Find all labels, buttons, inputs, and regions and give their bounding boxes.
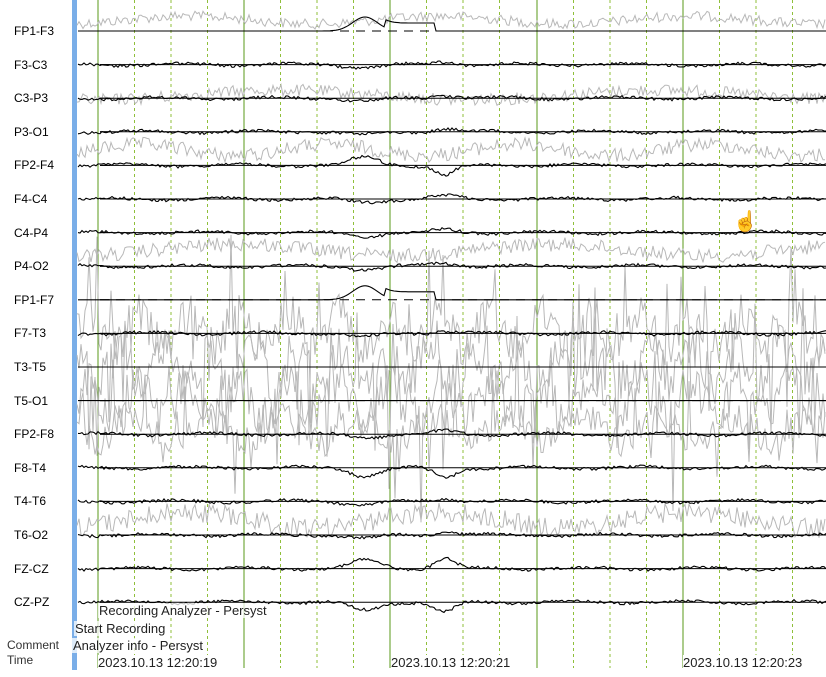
channel-label[interactable]: T6-O2	[14, 528, 49, 542]
overlay-trace	[76, 237, 826, 264]
eeg-trace	[77, 193, 826, 205]
eeg-trace	[77, 261, 826, 272]
comment-row-label: Comment	[7, 638, 60, 652]
channel-label[interactable]: FP2-F4	[14, 158, 55, 173]
overlay-trace	[76, 357, 826, 499]
channel-label[interactable]: C3-P3	[14, 91, 49, 106]
timestamp-label: 2023.10.13 12:20:19	[98, 655, 218, 670]
channel-label[interactable]: FZ-CZ	[14, 561, 49, 576]
channel-label[interactable]: F4-C4	[14, 192, 48, 206]
timestamp-label: 2023.10.13 12:20:21	[391, 655, 511, 670]
overlay-trace	[76, 502, 826, 538]
eeg-trace	[77, 94, 826, 103]
overlay-trace	[76, 82, 826, 107]
channel-label[interactable]: T4-T6	[14, 494, 47, 509]
channel-label[interactable]: F8-T4	[14, 460, 47, 475]
eeg-trace	[77, 60, 826, 70]
overlay-trace	[76, 315, 826, 523]
channel-label[interactable]: F7-T3	[14, 326, 47, 341]
overlay-trace	[76, 136, 825, 164]
timestamp-label: 2023.10.13 12:20:23	[683, 655, 803, 670]
channel-label[interactable]: T3-T5	[14, 360, 47, 374]
channel-label[interactable]: FP1-F3	[14, 24, 55, 38]
channel-label[interactable]: P3-O1	[14, 124, 49, 139]
channel-label[interactable]: CZ-PZ	[14, 595, 50, 610]
time-row-label: Time	[7, 653, 34, 667]
eeg-trace	[77, 226, 826, 239]
eeg-trace	[77, 598, 826, 614]
eeg-trace	[77, 556, 826, 572]
eeg-trace	[78, 285, 826, 301]
overlay-trace	[76, 234, 826, 435]
eeg-trace	[77, 330, 826, 338]
channel-label[interactable]: P4-O2	[14, 259, 49, 274]
eeg-trace	[77, 154, 826, 177]
eeg-trace	[77, 127, 826, 136]
eeg-trace	[77, 428, 826, 440]
eeg-trace	[77, 497, 826, 507]
channel-label[interactable]: T5-O1	[14, 393, 49, 408]
hand-pointer-icon: ☝	[733, 211, 758, 233]
channel-label[interactable]: C4-P4	[14, 225, 49, 240]
eeg-trace	[78, 16, 826, 32]
channel-label[interactable]: FP2-F8	[14, 427, 55, 442]
eeg-trace	[77, 464, 826, 479]
overlay-trace	[76, 10, 826, 30]
annotation-analyzer-info[interactable]: Analyzer info - Persyst	[72, 638, 205, 653]
annotation-start-recording[interactable]: Start Recording	[74, 621, 167, 636]
annotation-recording-analyzer[interactable]: Recording Analyzer - Persyst	[98, 603, 268, 618]
left-time-marker	[72, 0, 77, 670]
channel-label[interactable]: FP1-F7	[14, 292, 55, 307]
channel-label[interactable]: F3-C3	[14, 57, 48, 72]
eeg-trace	[77, 531, 826, 540]
